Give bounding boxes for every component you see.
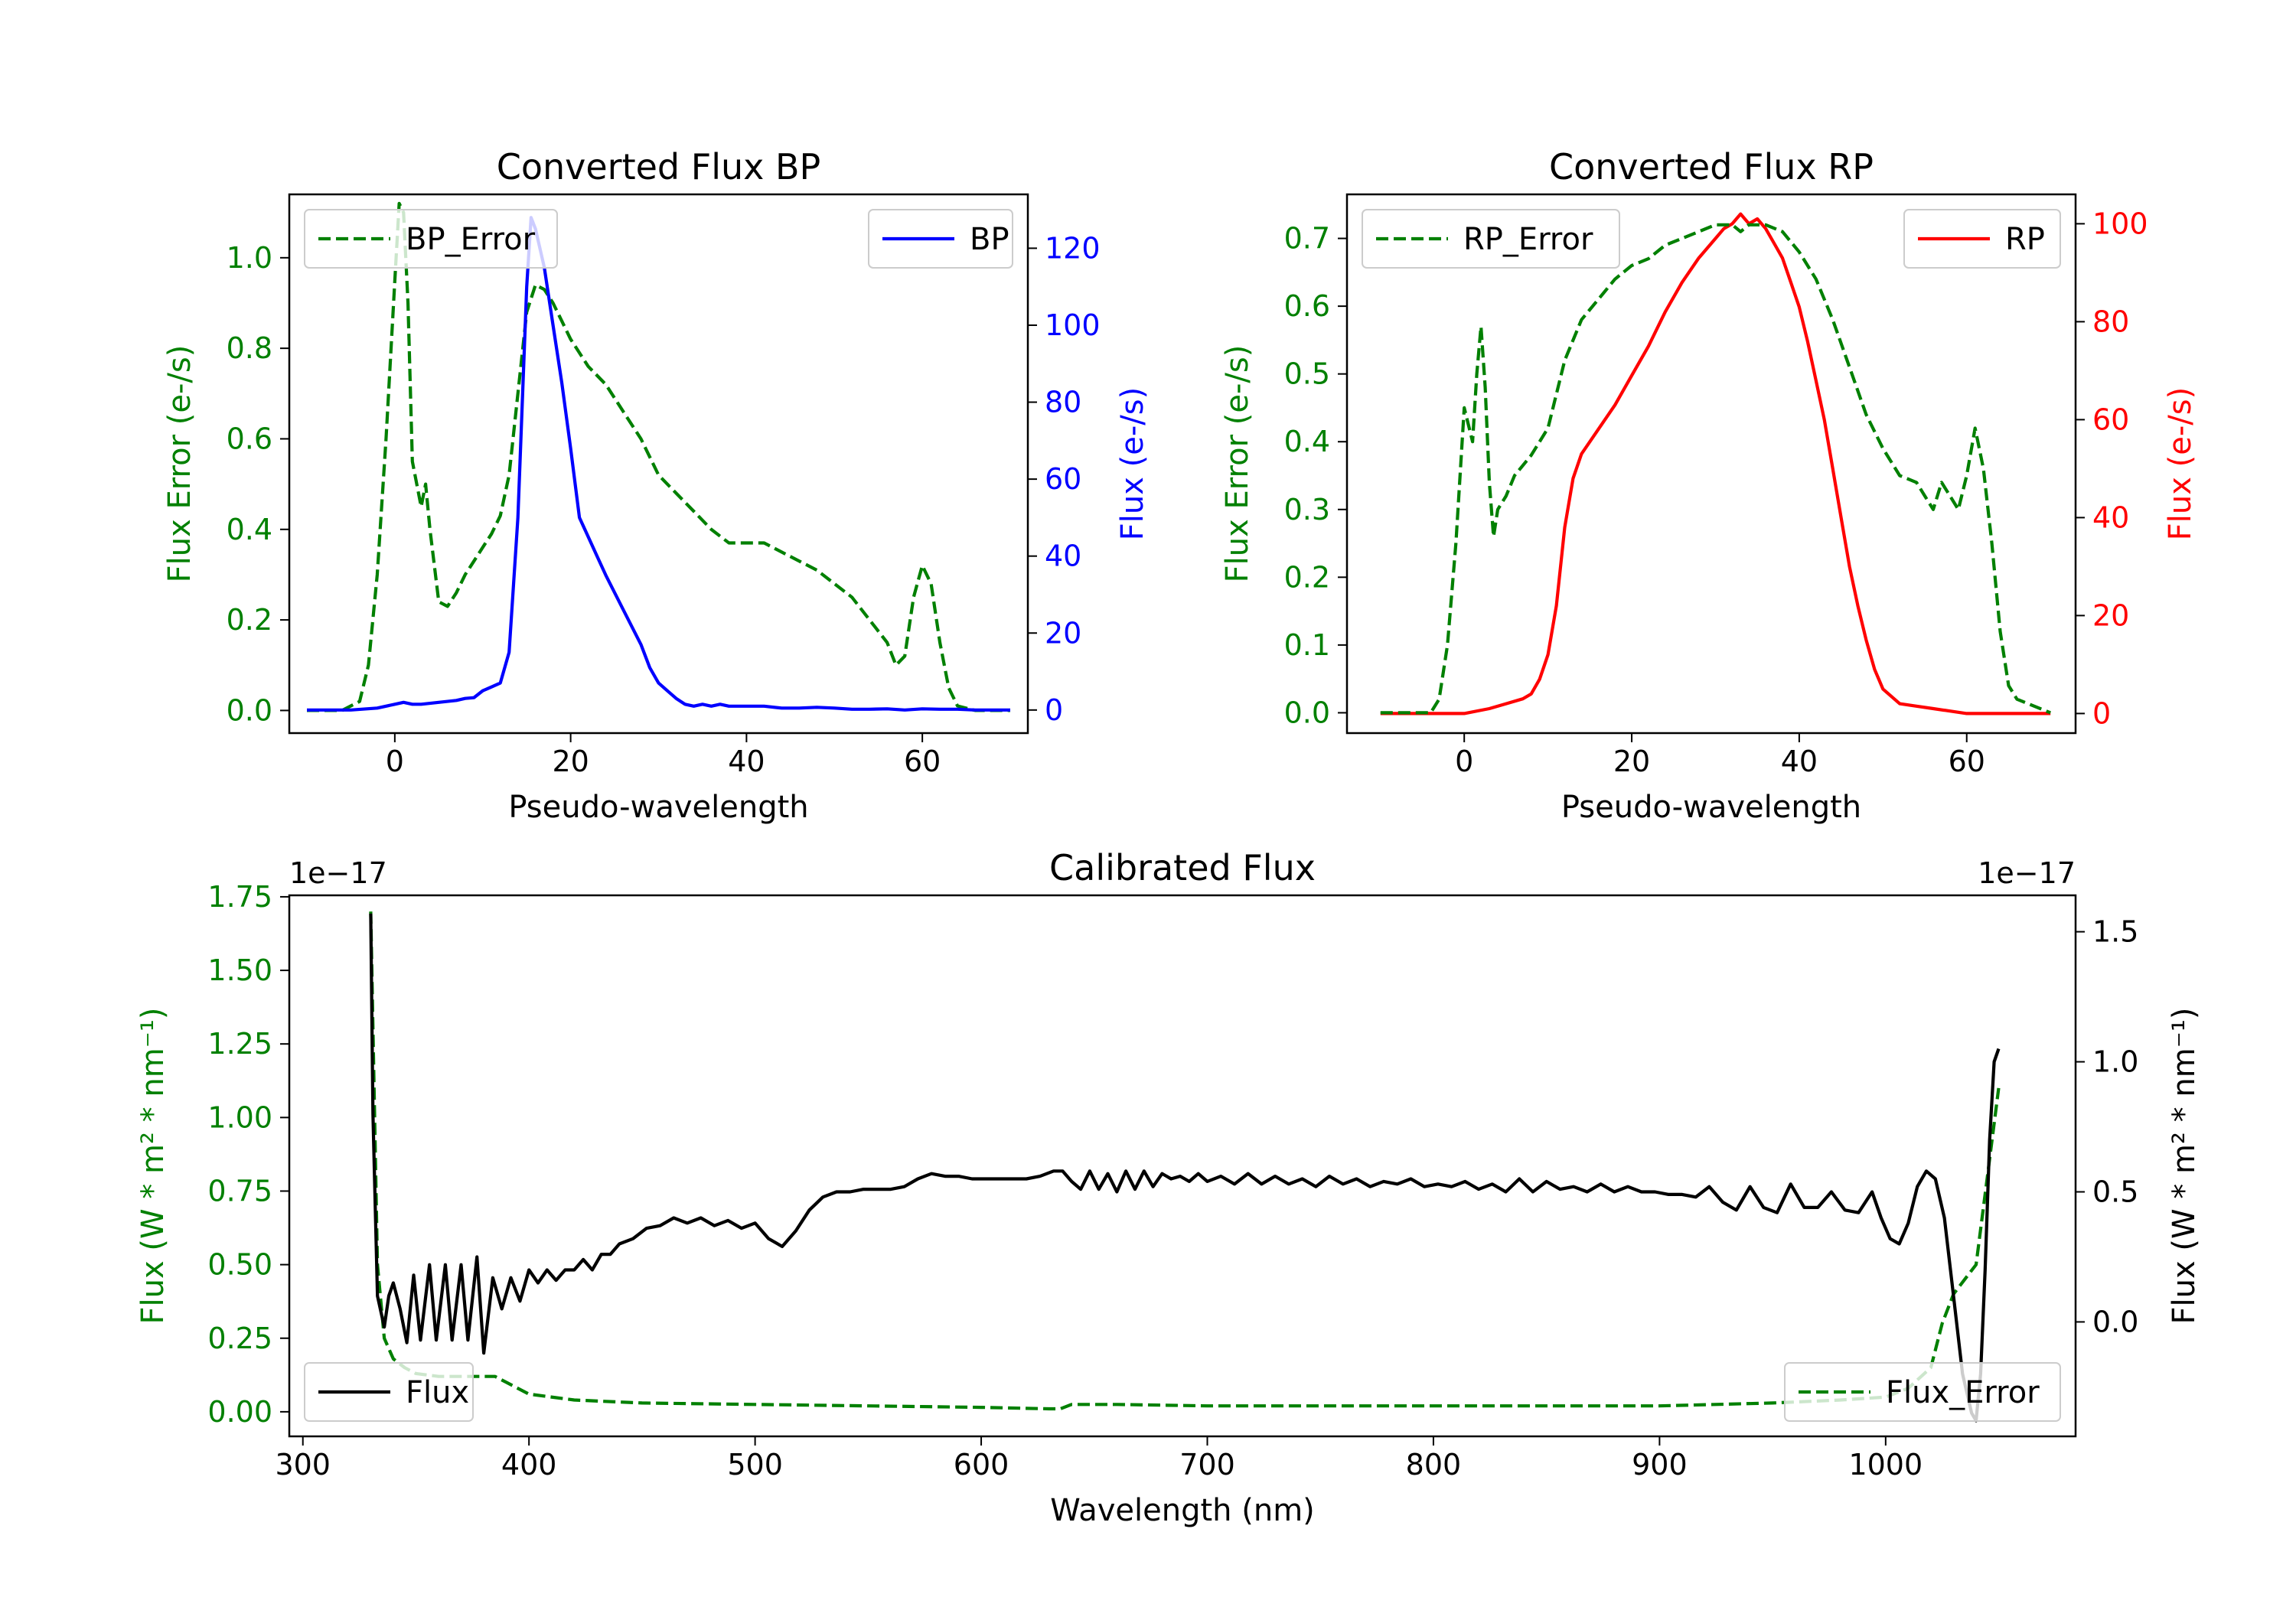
rp-left-axis-label: Flux Error (e-/s) xyxy=(1220,345,1255,583)
rp-left-tick-label: 0.6 xyxy=(1284,289,1330,323)
bp-left-tick-label: 0.2 xyxy=(227,603,272,637)
bp-right-axis-label: Flux (e-/s) xyxy=(1115,387,1150,540)
cal-left-tick-label: 0.75 xyxy=(207,1174,272,1208)
bp-right-tick-label: 60 xyxy=(1045,462,1081,496)
cal-panel: Calibrated Flux 300 400 500 600 700 800 900 1000… xyxy=(135,847,2202,1528)
cal-legend-right: Flux_Error xyxy=(1784,1362,2061,1422)
cal-x-tick-label: 400 xyxy=(501,1448,557,1482)
rp-left-tick-label: 0.2 xyxy=(1284,560,1330,594)
cal-left-tick-label: 0.50 xyxy=(207,1248,272,1282)
cal-x-tick-label: 700 xyxy=(1179,1448,1235,1482)
bp-left-tick-label: 0.8 xyxy=(227,331,272,365)
cal-left-tick-label: 1.00 xyxy=(207,1100,272,1134)
rp-left-tick-label: 0.7 xyxy=(1284,222,1330,256)
bp-left-axis-label: Flux Error (e-/s) xyxy=(162,345,197,583)
cal-left-offset-label: 1e−17 xyxy=(289,856,387,890)
cal-legend-left-label: Flux xyxy=(406,1375,469,1410)
bp-series-group xyxy=(307,201,1010,712)
cal-frame xyxy=(288,894,2077,1438)
bp-right-tick-label: 120 xyxy=(1045,231,1101,265)
cal-right-tick-label: 0.0 xyxy=(2092,1305,2138,1338)
rp-legend-right-label: RP xyxy=(2005,222,2045,257)
rp-right-tick-label: 40 xyxy=(2092,500,2129,534)
rp-x-tick-label: 60 xyxy=(1949,745,1985,778)
rp-legend-left-label: RP_Error xyxy=(1463,222,1593,257)
cal-x-tick-label: 600 xyxy=(954,1448,1009,1482)
bp-x-tick-label: 60 xyxy=(904,745,941,778)
cal-legend-right-box xyxy=(1784,1362,2061,1422)
cal-x-tick-label: 1000 xyxy=(1848,1448,1923,1482)
rp-right-tick-label: 0 xyxy=(2092,696,2111,730)
bp-legend-left-label: BP_Error xyxy=(406,222,536,257)
bp-x-tick-label: 20 xyxy=(552,745,589,778)
rp-right-tick-label: 60 xyxy=(2092,403,2129,436)
bp-right-tick-label: 100 xyxy=(1045,308,1101,342)
bp-legend-left: BP_Error xyxy=(304,209,558,269)
rp-right-tick-label: 100 xyxy=(2092,207,2148,240)
rp-left-tick-label: 0.4 xyxy=(1284,425,1330,458)
cal-left-tick-label: 1.50 xyxy=(207,953,272,987)
rp-legend-left-box xyxy=(1362,209,1620,269)
bp-x-tick-label: 40 xyxy=(728,745,765,778)
cal-left-tick-label: 1.75 xyxy=(207,880,272,914)
bp-right-tick-label: 40 xyxy=(1045,539,1081,573)
rp-series-group xyxy=(1380,212,2051,715)
cal-legend-right-label: Flux_Error xyxy=(1886,1375,2040,1410)
cal-left-tick-label: 0.25 xyxy=(207,1322,272,1355)
cal-x-tick-label: 500 xyxy=(727,1448,783,1482)
cal-x-tick-label: 900 xyxy=(1632,1448,1688,1482)
bp-left-tick-label: 0.4 xyxy=(227,513,272,546)
bp-left-tick-label: 0.0 xyxy=(227,693,272,727)
bp-series-0-line xyxy=(307,201,1010,712)
cal-series-1-line xyxy=(369,913,2001,1423)
rp-x-tick-label: 0 xyxy=(1455,745,1473,778)
rp-legend-left: RP_Error xyxy=(1362,209,1620,269)
cal-right-tick-label: 0.5 xyxy=(2092,1175,2138,1208)
rp-x-tick-label: 20 xyxy=(1613,745,1650,778)
rp-right-tick-label: 20 xyxy=(2092,598,2129,632)
bp-x-tick-label: 0 xyxy=(386,745,404,778)
rp-legend-right: RP xyxy=(1903,209,2061,269)
rp-right-axis-label: Flux (e-/s) xyxy=(2163,387,2198,540)
bp-frame xyxy=(288,193,1029,735)
bp-legend-right: BP xyxy=(868,209,1013,269)
rp-right-tick-label: 80 xyxy=(2092,305,2129,338)
rp-x-tick-label: 40 xyxy=(1781,745,1818,778)
cal-left-axis-label: Flux (W * m² * nm⁻¹) xyxy=(135,1008,171,1325)
rp-x-axis-label: Pseudo-wavelength xyxy=(1561,790,1861,825)
rp-series-1-line xyxy=(1380,223,2051,715)
cal-legend-left: Flux xyxy=(304,1362,474,1422)
cal-right-tick-label: 1.5 xyxy=(2092,915,2138,949)
rp-left-tick-label: 0.1 xyxy=(1284,628,1330,662)
bp-legend-right-label: BP xyxy=(970,222,1009,257)
rp-left-tick-label: 0.0 xyxy=(1284,696,1330,729)
rp-title: Converted Flux RP xyxy=(1549,146,1874,187)
cal-right-tick-label: 1.0 xyxy=(2092,1045,2138,1079)
cal-x-tick-label: 800 xyxy=(1406,1448,1462,1482)
bp-series-1-line xyxy=(307,216,1010,712)
bp-legend-left-box xyxy=(304,209,558,269)
cal-right-axis-label: Flux (W * m² * nm⁻¹) xyxy=(2167,1008,2202,1325)
bp-right-tick-label: 80 xyxy=(1045,386,1081,419)
cal-x-tick-label: 300 xyxy=(275,1448,331,1482)
bp-right-tick-label: 20 xyxy=(1045,616,1081,650)
cal-x-axis-label: Wavelength (nm) xyxy=(1050,1493,1315,1528)
bp-left-tick-label: 1.0 xyxy=(227,241,272,275)
bp-panel: Converted Flux BP 0 20 40 60 Pseudo-wavelengt… xyxy=(162,146,1150,825)
rp-frame xyxy=(1345,193,2077,735)
cal-left-tick-label: 0.00 xyxy=(207,1395,272,1429)
bp-left-tick-label: 0.6 xyxy=(227,422,272,455)
cal-title: Calibrated Flux xyxy=(1049,847,1316,888)
rp-left-tick-label: 0.3 xyxy=(1284,493,1330,526)
bp-x-axis-label: Pseudo-wavelength xyxy=(508,790,808,825)
rp-panel: Converted Flux RP 0 20 40 60 Pseudo-wavelengt… xyxy=(1220,146,2198,825)
cal-right-offset-label: 1e−17 xyxy=(1978,856,2076,890)
cal-left-tick-label: 1.25 xyxy=(207,1027,272,1061)
bp-title: Converted Flux BP xyxy=(497,146,821,187)
bp-right-tick-label: 0 xyxy=(1045,693,1063,727)
rp-left-tick-label: 0.5 xyxy=(1284,357,1330,391)
